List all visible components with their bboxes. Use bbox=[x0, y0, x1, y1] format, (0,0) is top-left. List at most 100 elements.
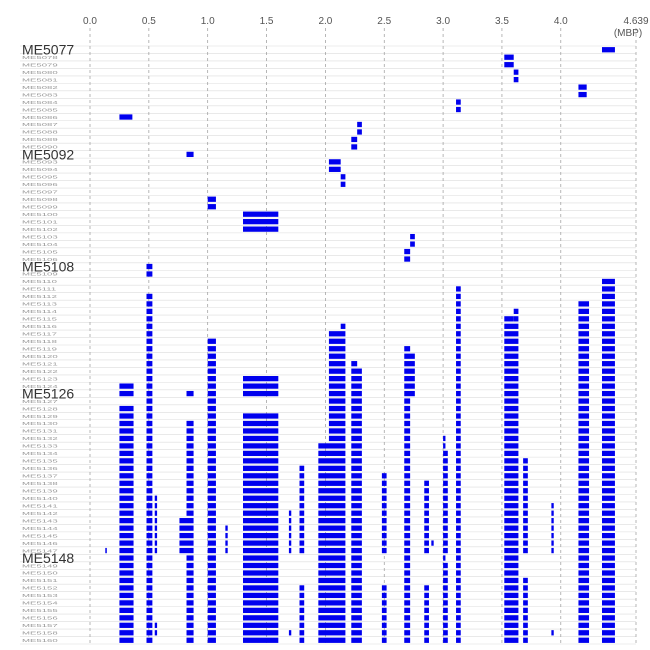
segment-bar bbox=[146, 398, 153, 404]
segment-bar bbox=[243, 622, 279, 628]
segment-bar bbox=[456, 630, 461, 636]
segment-bar bbox=[601, 405, 615, 412]
segment-bar bbox=[243, 600, 279, 606]
segment-bar bbox=[381, 503, 387, 509]
row-label: ME5135 bbox=[22, 458, 58, 464]
segment-bar bbox=[504, 428, 519, 434]
row-label: ME5099 bbox=[22, 204, 58, 210]
row-label: ME5124 bbox=[22, 383, 58, 389]
segment-bar bbox=[207, 346, 216, 352]
segment-bar bbox=[318, 503, 346, 509]
x-tick-label: 2.0 bbox=[318, 16, 332, 27]
segment-bar bbox=[578, 428, 590, 434]
segment-bar bbox=[119, 480, 134, 486]
segment-bar bbox=[601, 346, 615, 352]
segment-bar bbox=[351, 413, 362, 419]
segment-bar bbox=[186, 577, 194, 584]
segment-bar bbox=[186, 428, 194, 434]
segment-bar bbox=[318, 510, 346, 516]
row-label: ME5083 bbox=[22, 92, 58, 98]
segment-bar bbox=[551, 547, 554, 554]
segment-bar bbox=[328, 383, 346, 389]
segment-bar bbox=[578, 570, 590, 576]
segment-bar bbox=[456, 316, 461, 322]
segment-bar bbox=[243, 540, 279, 546]
segment-bar bbox=[523, 540, 528, 546]
segment-bar bbox=[443, 495, 448, 501]
segment-bar bbox=[351, 555, 362, 561]
row-grid bbox=[20, 45, 636, 645]
segment-bar bbox=[146, 376, 153, 382]
segment-bar bbox=[318, 488, 346, 494]
segment-bar bbox=[504, 600, 519, 606]
segment-bar bbox=[504, 518, 519, 524]
segment-bar bbox=[357, 121, 362, 128]
segment-bar bbox=[351, 144, 358, 150]
row-label: ME5097 bbox=[22, 189, 58, 195]
segment-bar bbox=[431, 540, 434, 546]
segment-bar bbox=[504, 562, 519, 569]
segment-bar bbox=[601, 435, 615, 442]
segment-bar bbox=[186, 585, 194, 591]
segment-bar bbox=[207, 622, 216, 628]
segment-bar bbox=[299, 607, 305, 613]
segment-bar bbox=[299, 525, 305, 531]
segment-bar bbox=[154, 525, 158, 531]
segment-bar bbox=[456, 592, 461, 599]
segment-bar bbox=[404, 435, 411, 442]
segment-bar bbox=[243, 443, 279, 449]
segment-bar bbox=[207, 405, 216, 412]
segment-bar bbox=[578, 361, 590, 367]
segment-bar bbox=[404, 450, 411, 457]
row-label: ME5146 bbox=[22, 540, 58, 546]
segment-bar bbox=[318, 592, 346, 599]
row-label: ME5150 bbox=[22, 570, 58, 576]
segment-bar bbox=[243, 562, 279, 569]
segment-bar bbox=[404, 458, 411, 464]
segment-bar bbox=[551, 510, 554, 516]
segment-bar bbox=[288, 518, 292, 524]
segment-bar bbox=[328, 376, 346, 382]
segment-bar bbox=[601, 540, 615, 546]
row-label: ME5085 bbox=[22, 107, 58, 113]
segment-bar bbox=[424, 600, 429, 606]
segment-bar bbox=[351, 630, 362, 636]
segment-bar bbox=[207, 376, 216, 382]
x-tick-label: 1.5 bbox=[260, 16, 274, 27]
segment-bar bbox=[207, 585, 216, 591]
segment-bar bbox=[578, 532, 590, 539]
segment-bar bbox=[578, 376, 590, 382]
row-label: ME5118 bbox=[22, 339, 57, 345]
segment-bar bbox=[328, 346, 346, 352]
row-label: ME5130 bbox=[22, 421, 58, 427]
segment-bar bbox=[404, 346, 411, 352]
row-label: ME5114 bbox=[22, 309, 57, 315]
segment-bar bbox=[443, 622, 448, 628]
segment-bar bbox=[424, 585, 429, 591]
row-label-major: ME5126 bbox=[22, 386, 74, 402]
segment-bar bbox=[207, 458, 216, 464]
segment-bar bbox=[243, 547, 279, 554]
segment-bar bbox=[578, 405, 590, 412]
row-label: ME5093 bbox=[22, 159, 58, 165]
segment-bar bbox=[443, 585, 448, 591]
segment-bar bbox=[443, 532, 448, 539]
segment-bar bbox=[504, 585, 519, 591]
segment-bar bbox=[404, 248, 411, 255]
segment-bar bbox=[404, 353, 415, 359]
segment-bar bbox=[523, 615, 528, 621]
segment-bar bbox=[146, 518, 153, 524]
row-label: ME5131 bbox=[22, 428, 58, 434]
segment-bar bbox=[404, 480, 411, 486]
segment-bar bbox=[504, 316, 514, 322]
row-label: ME5127 bbox=[22, 398, 58, 404]
segment-bar bbox=[351, 390, 362, 397]
segment-bar bbox=[318, 532, 346, 539]
segment-bar bbox=[601, 301, 615, 307]
segment-bar bbox=[299, 592, 305, 599]
segment-bar bbox=[299, 547, 305, 554]
segment-bar bbox=[523, 622, 528, 628]
segment-bar bbox=[456, 473, 461, 479]
segment-bar bbox=[456, 615, 461, 621]
segment-bar bbox=[456, 435, 461, 442]
